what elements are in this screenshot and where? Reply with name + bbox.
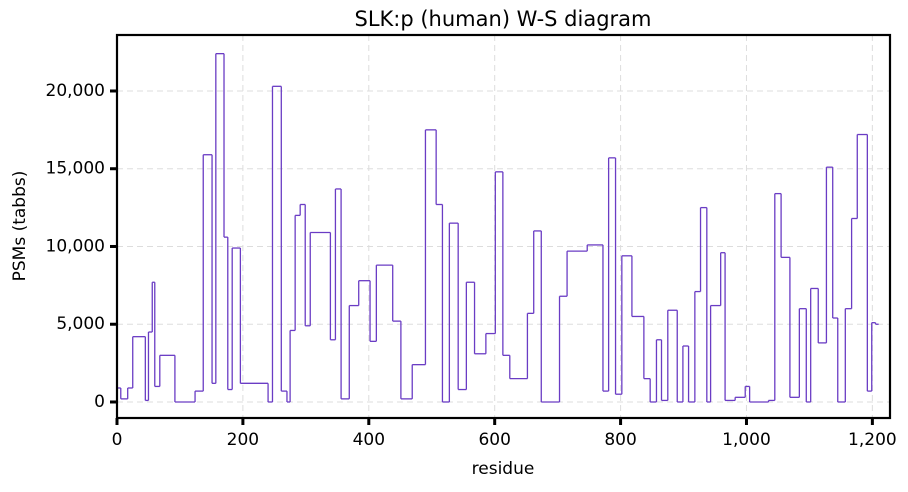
chart-title: SLK:p (human) W-S diagram [354,7,651,31]
x-tick-label: 600 [478,430,510,450]
y-tick-label: 0 [94,392,105,412]
y-tick-label: 10,000 [46,236,105,256]
x-tick-label: 800 [604,430,636,450]
x-tick-label: 200 [227,430,259,450]
y-tick-label: 20,000 [46,81,105,101]
x-tick-label: 0 [112,430,123,450]
plot-frame [115,33,892,420]
x-tick-label: 400 [353,430,385,450]
x-axis-label: residue [472,459,535,479]
y-axis-label: PSMs (tabbs) [10,171,30,282]
y-tick-label: 5,000 [56,314,105,334]
y-tick-label: 15,000 [46,159,105,179]
x-tick-label: 1,200 [848,430,897,450]
x-tick-label: 1,000 [722,430,771,450]
